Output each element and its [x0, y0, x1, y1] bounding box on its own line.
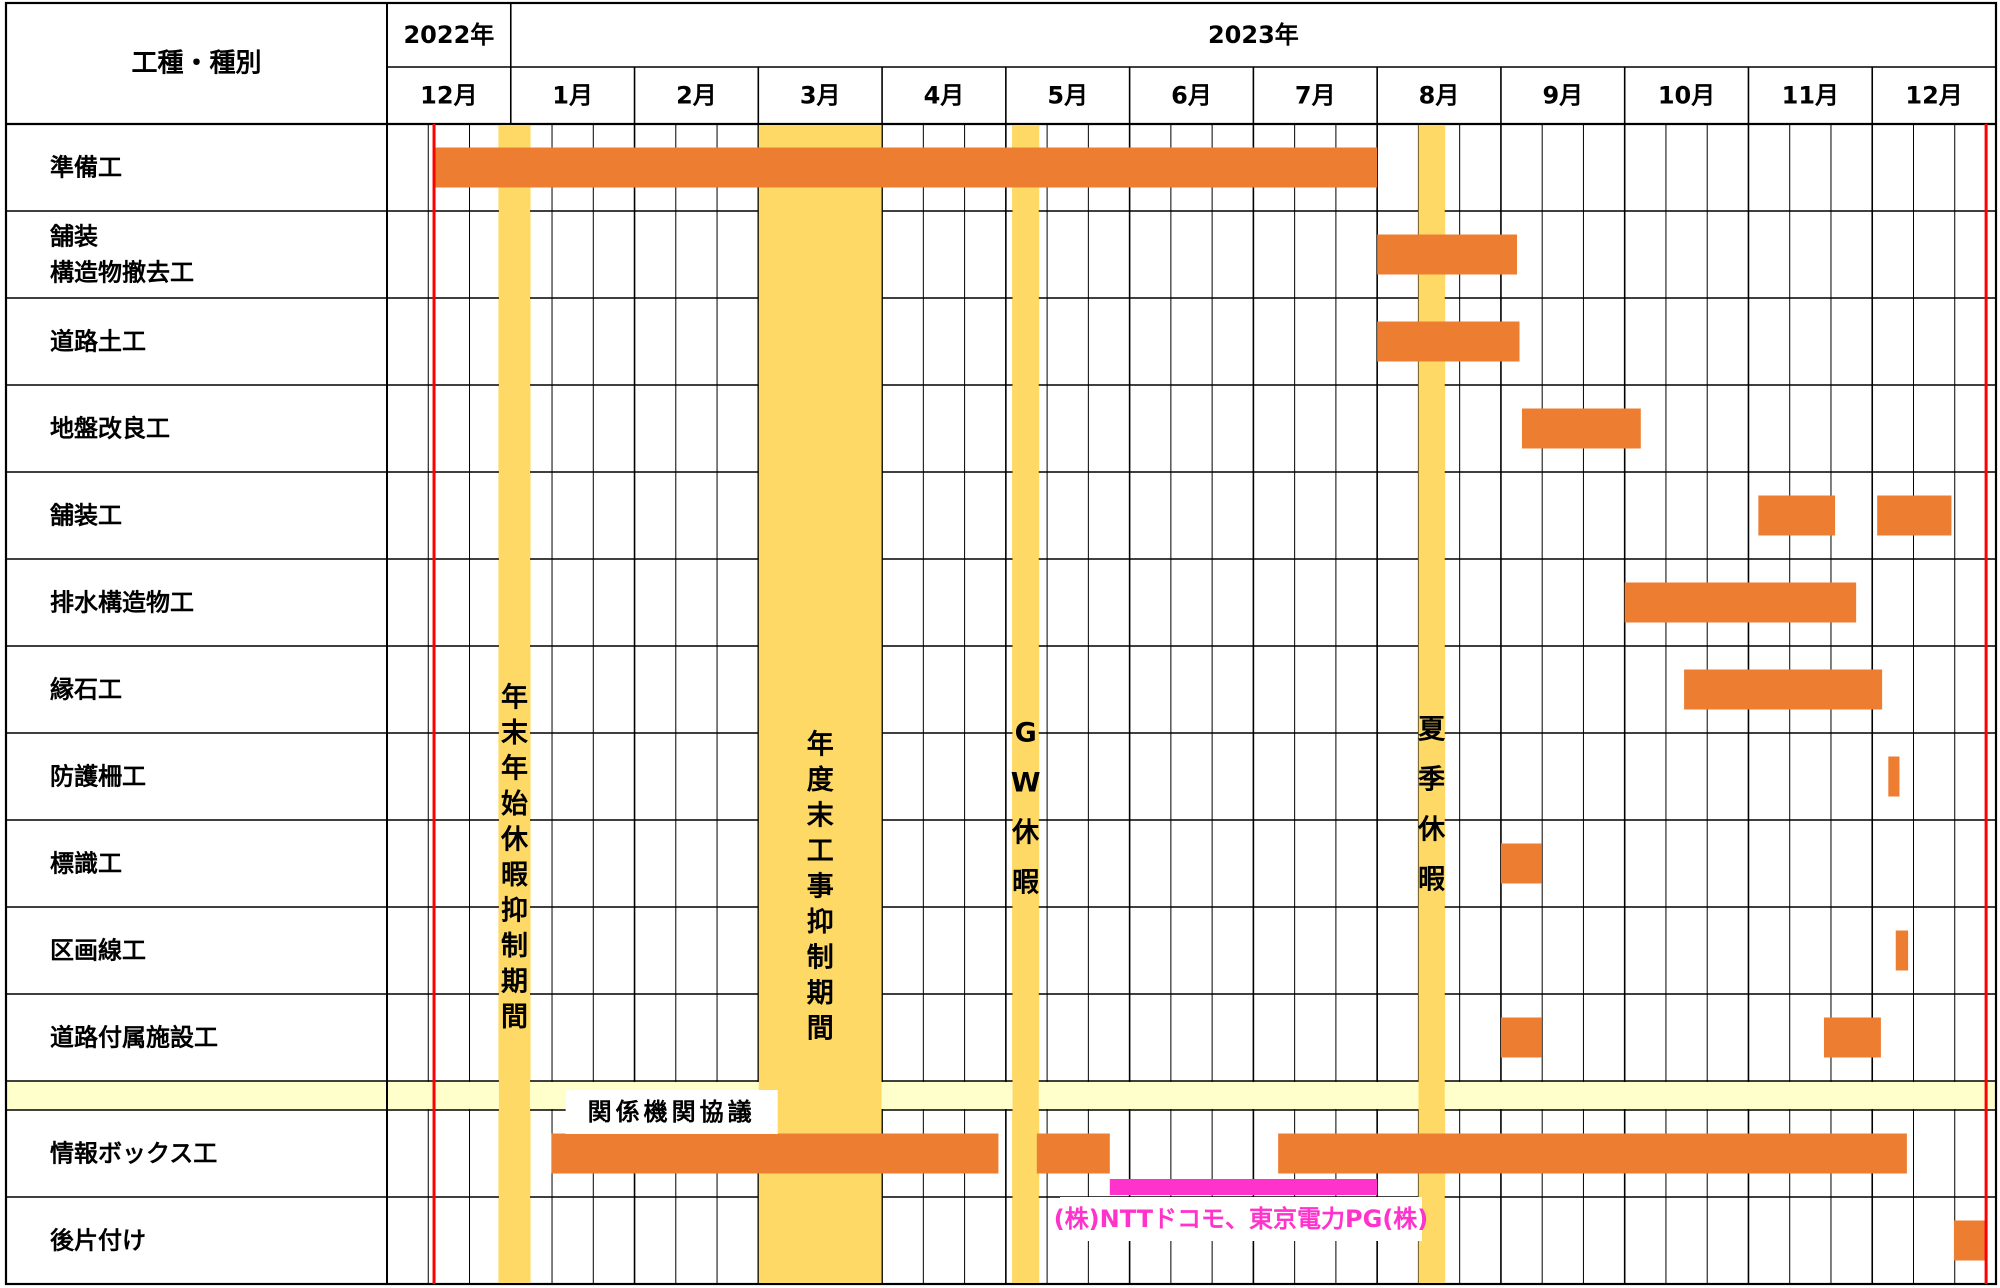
- month-label: 4月: [924, 82, 965, 110]
- label-column-header: 工種・種別: [131, 49, 261, 79]
- month-label: 12月: [1905, 82, 1962, 110]
- gantt-bar: [1278, 1133, 1907, 1174]
- holiday-band-cover: [1418, 125, 1445, 1283]
- row-label: 道路付属施設工: [50, 1024, 218, 1052]
- holiday-band-char: W: [1011, 768, 1041, 799]
- annotation-label: (株)NTTドコモ、東京電力PG(株): [1054, 1205, 1429, 1233]
- row-label: 後片付け: [50, 1227, 146, 1255]
- coordination-line: [1109, 1179, 1378, 1195]
- month-label: 6月: [1171, 82, 1212, 110]
- month-label: 12月: [420, 82, 477, 110]
- gantt-bar: [1895, 930, 1909, 971]
- row-label: 排水構造物工: [50, 589, 194, 617]
- gantt-bar: [1877, 495, 1952, 536]
- holiday-band-char: 年: [501, 682, 528, 714]
- month-label: 3月: [800, 82, 841, 110]
- holiday-band-char: 末: [807, 801, 834, 832]
- row-label: 地盤改良工: [50, 415, 170, 443]
- year-label: 2023年: [1208, 21, 1299, 49]
- holiday-band-char: G: [1015, 718, 1037, 749]
- holiday-band-char: 休: [1011, 818, 1040, 849]
- gantt-bar: [1624, 582, 1857, 623]
- row-label: 縁石工: [50, 676, 122, 704]
- month-label: 8月: [1419, 82, 1460, 110]
- row-label: 構造物撤去工: [50, 259, 194, 287]
- holiday-band-char: 制: [807, 943, 834, 974]
- month-label: 10月: [1658, 82, 1715, 110]
- holiday-band-char: 工: [807, 836, 834, 867]
- gantt-bar: [1500, 1017, 1542, 1058]
- gantt-bar: [434, 147, 1378, 188]
- holiday-band-char: 度: [807, 764, 834, 796]
- gantt-bar: [1684, 669, 1883, 710]
- holiday-band-char: 休: [500, 825, 529, 856]
- month-label: 2月: [676, 82, 717, 110]
- holiday-band-char: 暇: [1012, 868, 1039, 899]
- month-label: 11月: [1782, 82, 1839, 110]
- year-label: 2022年: [403, 21, 494, 49]
- holiday-band-char: 暇: [1418, 865, 1445, 896]
- holiday-band-char: 事: [807, 872, 834, 903]
- holiday-band-char: 暇: [501, 860, 528, 891]
- gantt-bar: [1521, 408, 1641, 449]
- gantt-bar: [1377, 321, 1520, 362]
- month-label: 7月: [1295, 82, 1336, 110]
- holiday-band-char: 制: [501, 931, 528, 962]
- holiday-band-char: 年: [501, 753, 528, 785]
- row-label: 道路土工: [50, 328, 146, 356]
- row-label: 区画線工: [50, 937, 146, 965]
- row-label: 防護柵工: [50, 763, 146, 791]
- holiday-band-char: 期: [501, 967, 528, 998]
- holiday-band-char: 年: [807, 729, 834, 761]
- annotation-background: [1060, 1197, 1423, 1241]
- row-label: 舗装工: [49, 502, 122, 530]
- gantt-bar: [551, 1133, 999, 1174]
- gantt-bar: [1500, 843, 1542, 884]
- holiday-band-char: 休: [1417, 815, 1446, 846]
- annotation-background: [565, 1090, 778, 1134]
- holiday-band-char: 抑: [807, 907, 834, 938]
- holiday-band-char: 季: [1418, 765, 1445, 796]
- row-label: 情報ボックス工: [50, 1140, 217, 1168]
- holiday-band-char: 夏: [1418, 715, 1446, 746]
- holiday-band-char: 間: [501, 1002, 528, 1033]
- holiday-band-cover: [498, 125, 531, 1283]
- row-label: 準備工: [50, 154, 122, 182]
- chart-border: [4, 1, 1998, 1286]
- holiday-band-char: 間: [807, 1014, 834, 1045]
- holiday-band-char: 始: [501, 788, 528, 820]
- annotation-label: 関係機関協議: [588, 1098, 756, 1126]
- month-label: 1月: [552, 82, 593, 110]
- month-label: 5月: [1047, 82, 1088, 110]
- gantt-bar: [1953, 1220, 1987, 1261]
- holiday-band-cover: [1012, 125, 1039, 1283]
- row-label: 標識工: [50, 850, 122, 878]
- gantt-bar: [1758, 495, 1836, 536]
- month-label: 9月: [1542, 82, 1583, 110]
- gantt-bar: [1377, 234, 1518, 275]
- holiday-band-char: 末: [501, 718, 528, 749]
- holiday-band-char: 抑: [501, 896, 528, 927]
- holiday-band-char: 期: [807, 978, 834, 1009]
- gantt-bar: [1888, 756, 1900, 797]
- gantt-bar: [1823, 1017, 1881, 1058]
- holiday-band-cover: [758, 125, 882, 1283]
- row-label: 舗装: [49, 223, 98, 251]
- gantt-bar: [1036, 1133, 1110, 1174]
